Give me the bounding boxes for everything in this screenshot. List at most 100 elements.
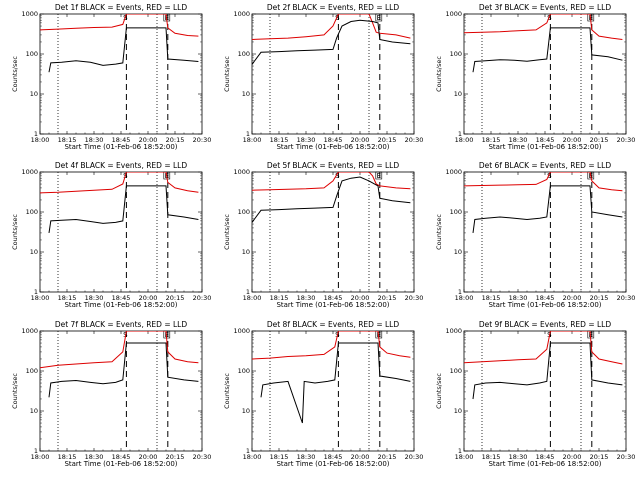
x-tick-label: 20:15	[590, 453, 609, 461]
panel-title: Det 6f BLACK = Events, RED = LLD	[479, 161, 612, 170]
panel-title: Det 9f BLACK = Events, RED = LLD	[479, 320, 612, 329]
x-axis-label: Start Time (01-Feb-06 18:52:00)	[488, 143, 601, 151]
y-axis-label: Counts/sec	[223, 56, 231, 92]
y-axis-label: Counts/sec	[223, 373, 231, 409]
y-tick-label: 1000	[445, 10, 462, 18]
plot-frame	[463, 171, 627, 293]
y-tick-label: 10	[242, 90, 250, 98]
panel-8: Det 8f BLACK = Events, RED = LLD 18:00 18:…	[223, 320, 423, 468]
x-tick-label: 18:00	[31, 136, 50, 144]
plot-frame	[463, 330, 627, 452]
x-tick-label: 20:00	[139, 453, 158, 461]
y-tick-label: 100	[450, 367, 462, 375]
y-tick-label: 100	[238, 367, 250, 375]
series-line-events	[48, 342, 199, 398]
x-tick-label: 18:00	[243, 136, 262, 144]
x-tick-label: 20:15	[378, 136, 397, 144]
series-line-events	[252, 19, 411, 65]
x-tick-label: 18:45	[112, 136, 131, 144]
x-tick-label: 18:30	[297, 453, 316, 461]
panel-3: Det 3f BLACK = Events, RED = LLD 18:00 18:…	[435, 3, 635, 151]
series-line-lld	[464, 14, 623, 40]
panel-title: Det 3f BLACK = Events, RED = LLD	[479, 3, 612, 12]
x-tick-label: 18:00	[455, 294, 474, 302]
series-line-events	[48, 27, 199, 73]
marker-label-s: S	[123, 14, 128, 22]
series-line-lld	[252, 14, 411, 40]
y-tick-label: 1	[458, 130, 462, 138]
y-tick-label: 1000	[233, 10, 250, 18]
marker-label-s: S	[547, 172, 552, 180]
x-tick-label: 20:30	[193, 453, 212, 461]
x-tick-label: 18:00	[31, 453, 50, 461]
series-line-lld	[40, 172, 199, 194]
panel-4: Det 4f BLACK = Events, RED = LLD 18:00 18:…	[11, 161, 211, 309]
panel-1: Det 1f BLACK = Events, RED = LLD 18:00 18:…	[11, 3, 211, 151]
x-tick-label: 20:30	[617, 453, 636, 461]
x-tick-label: 18:30	[85, 453, 104, 461]
y-axis-label: Counts/sec	[223, 214, 231, 250]
x-tick-label: 20:00	[563, 136, 582, 144]
y-tick-label: 10	[242, 248, 250, 256]
x-tick-label: 20:00	[139, 136, 158, 144]
series-line-events	[48, 185, 199, 233]
x-axis-label: Start Time (01-Feb-06 18:52:00)	[276, 143, 389, 151]
y-tick-label: 10	[454, 407, 462, 415]
y-tick-label: 10	[30, 90, 38, 98]
x-tick-label: 20:15	[590, 294, 609, 302]
x-axis-label: Start Time (01-Feb-06 18:52:00)	[276, 301, 389, 309]
x-tick-label: 18:15	[482, 294, 501, 302]
x-tick-label: 20:15	[378, 453, 397, 461]
y-tick-label: 100	[26, 208, 38, 216]
x-tick-label: 20:15	[166, 136, 185, 144]
y-tick-label: 100	[26, 367, 38, 375]
y-tick-label: 100	[238, 208, 250, 216]
x-tick-label: 18:30	[297, 294, 316, 302]
x-tick-label: 18:45	[536, 136, 555, 144]
x-tick-label: 20:30	[193, 294, 212, 302]
x-tick-label: 20:30	[193, 136, 212, 144]
panel-6: Det 6f BLACK = Events, RED = LLD 18:00 18:…	[435, 161, 635, 309]
x-tick-label: 18:45	[324, 294, 343, 302]
y-tick-label: 1	[34, 447, 38, 455]
marker-label-s: S	[335, 172, 340, 180]
y-axis-label: Counts/sec	[11, 56, 19, 92]
x-tick-label: 18:15	[270, 294, 289, 302]
x-tick-label: 18:30	[509, 136, 528, 144]
plot-frame	[39, 330, 203, 452]
x-tick-label: 20:00	[139, 294, 158, 302]
y-tick-label: 100	[450, 208, 462, 216]
x-tick-label: 18:00	[243, 294, 262, 302]
x-tick-label: 18:15	[58, 136, 77, 144]
y-tick-label: 1	[458, 288, 462, 296]
x-tick-label: 20:00	[351, 136, 370, 144]
y-axis-label: Counts/sec	[435, 56, 443, 92]
x-tick-label: 18:15	[270, 453, 289, 461]
panel-9: Det 9f BLACK = Events, RED = LLD 18:00 18:…	[435, 320, 635, 468]
plot-frame	[251, 330, 415, 452]
x-tick-label: 18:15	[482, 136, 501, 144]
y-tick-label: 100	[450, 50, 462, 58]
y-tick-label: 1	[246, 288, 250, 296]
x-tick-label: 20:30	[617, 294, 636, 302]
panel-title: Det 1f BLACK = Events, RED = LLD	[55, 3, 188, 12]
series-line-events	[472, 342, 623, 400]
x-tick-label: 18:45	[536, 453, 555, 461]
y-axis-label: Counts/sec	[11, 214, 19, 250]
panel-title: Det 5f BLACK = Events, RED = LLD	[267, 161, 400, 170]
x-tick-label: 18:30	[509, 294, 528, 302]
x-tick-label: 18:45	[112, 294, 131, 302]
series-line-lld	[252, 331, 411, 360]
x-tick-label: 20:30	[405, 136, 424, 144]
series-line-events	[472, 27, 623, 73]
panel-7: Det 7f BLACK = Events, RED = LLD 18:00 18:…	[11, 320, 211, 468]
series-line-lld	[252, 172, 411, 191]
x-tick-label: 18:45	[324, 136, 343, 144]
marker-box-e	[587, 171, 595, 180]
y-axis-label: Counts/sec	[435, 373, 443, 409]
x-tick-label: 20:30	[405, 453, 424, 461]
x-tick-label: 20:30	[617, 136, 636, 144]
panel-title: Det 4f BLACK = Events, RED = LLD	[55, 161, 188, 170]
series-line-events	[252, 176, 411, 223]
plot-frame	[39, 171, 203, 293]
